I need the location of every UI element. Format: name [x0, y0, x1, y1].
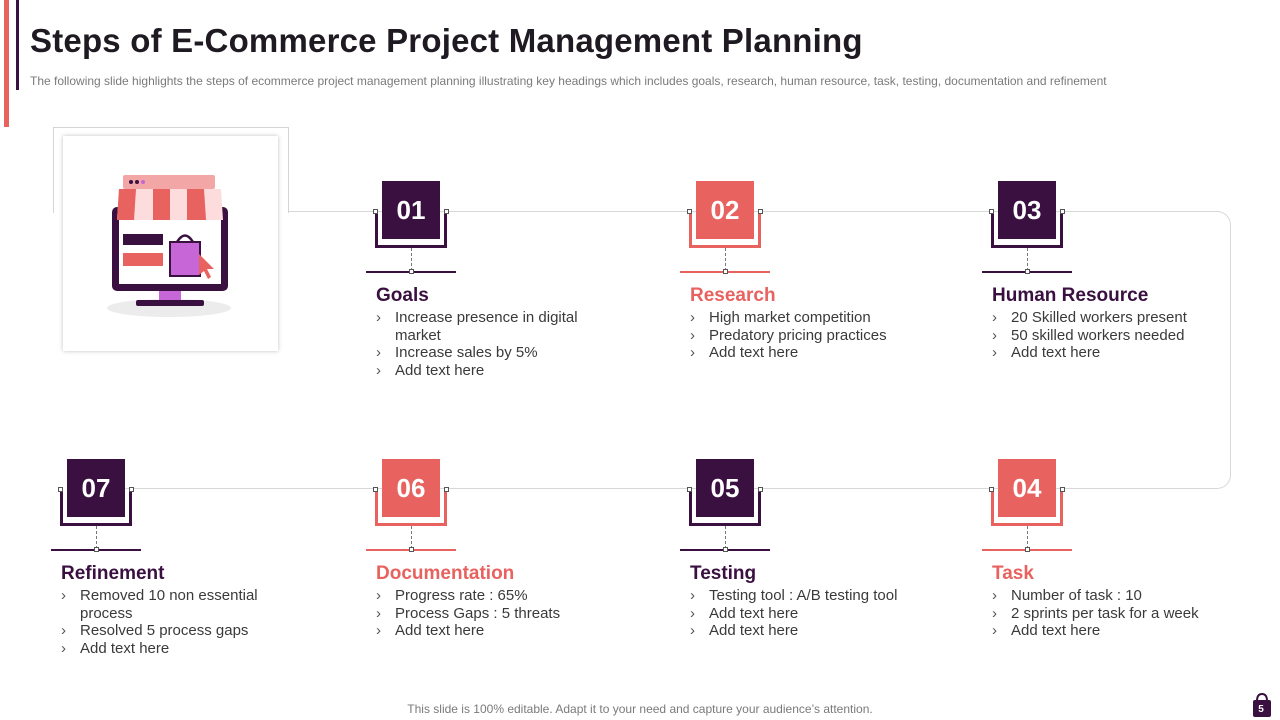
step-number: 04: [998, 459, 1056, 517]
step-number: 07: [67, 459, 125, 517]
step-bracket: [991, 489, 1063, 526]
illustration-frame: [53, 127, 289, 213]
step-testing: 05 Testing Testing tool : A/B testing to…: [680, 459, 940, 679]
connector-dot: [1025, 547, 1030, 552]
step-number: 03: [998, 181, 1056, 239]
connector-dot: [687, 487, 692, 492]
connector-dot: [723, 547, 728, 552]
connector-dot: [723, 269, 728, 274]
connector-dash: [1027, 526, 1028, 549]
step-title: Task: [992, 563, 1034, 584]
connector-dot: [758, 487, 763, 492]
shopping-bag-icon: [1253, 692, 1271, 717]
bullet-item: Process Gaps : 5 threats: [376, 605, 606, 623]
step-number: 06: [382, 459, 440, 517]
step-task: 04 Task Number of task : 10 2 sprints pe…: [982, 459, 1242, 679]
connector-dash: [96, 526, 97, 549]
bullet-item: Testing tool : A/B testing tool: [690, 587, 920, 605]
bullet-item: Predatory pricing practices: [690, 327, 920, 345]
connector-dot: [373, 209, 378, 214]
step-title: Documentation: [376, 563, 515, 584]
connector-dot: [409, 547, 414, 552]
step-title: Goals: [376, 285, 429, 306]
step-bracket: [689, 489, 761, 526]
connector-dot: [758, 209, 763, 214]
bullet-item: Add text here: [690, 344, 920, 362]
connector-dot: [687, 209, 692, 214]
step-refinement: 07 Refinement Removed 10 non essential p…: [51, 459, 311, 679]
step-bracket: [689, 211, 761, 248]
page-subtitle: The following slide highlights the steps…: [30, 74, 1107, 88]
illustration-card: [63, 136, 278, 351]
online-store-icon: [107, 175, 231, 317]
step-number: 05: [696, 459, 754, 517]
bullet-item: Add text here: [690, 622, 920, 640]
connector-dash: [411, 248, 412, 271]
step-bullets: High market competition Predatory pricin…: [690, 309, 920, 362]
step-bullets: Number of task : 10 2 sprints per task f…: [992, 587, 1222, 640]
step-title: Refinement: [61, 563, 165, 584]
connector-dot: [444, 487, 449, 492]
step-bracket: [60, 489, 132, 526]
step-title: Research: [690, 285, 776, 306]
step-bracket: [991, 211, 1063, 248]
step-research: 02 Research High market competition Pred…: [680, 181, 940, 401]
bullet-item: Add text here: [61, 640, 291, 658]
step-number: 01: [382, 181, 440, 239]
step-documentation: 06 Documentation Progress rate : 65% Pro…: [366, 459, 626, 679]
connector-dot: [1025, 269, 1030, 274]
bullet-item: Add text here: [376, 622, 606, 640]
bullet-item: Add text here: [376, 362, 606, 380]
bullet-item: Increase sales by 5%: [376, 344, 606, 362]
step-title: Human Resource: [992, 285, 1149, 306]
connector-dot: [409, 269, 414, 274]
bullet-item: Add text here: [690, 605, 920, 623]
bullet-item: 50 skilled workers needed: [992, 327, 1222, 345]
connector-dot: [989, 487, 994, 492]
step-bullets: Increase presence in digital market Incr…: [376, 309, 606, 379]
step-bullets: Testing tool : A/B testing tool Add text…: [690, 587, 920, 640]
step-goals: 01 Goals Increase presence in digital ma…: [366, 181, 626, 401]
step-number: 02: [696, 181, 754, 239]
bullet-item: Number of task : 10: [992, 587, 1222, 605]
process-track-extension: [96, 488, 290, 489]
bullet-item: Removed 10 non essential process: [61, 587, 291, 622]
accent-bar-thin: [16, 0, 19, 90]
page-number-badge: 5: [1251, 692, 1273, 718]
connector-dot: [1060, 487, 1065, 492]
connector-dot: [373, 487, 378, 492]
connector-dash: [725, 248, 726, 271]
step-bullets: Removed 10 non essential process Resolve…: [61, 587, 291, 657]
connector-dot: [94, 547, 99, 552]
connector-dash: [725, 526, 726, 549]
step-human-resource: 03 Human Resource 20 Skilled workers pre…: [982, 181, 1242, 401]
step-bracket: [375, 211, 447, 248]
connector-dot: [444, 209, 449, 214]
bullet-item: Increase presence in digital market: [376, 309, 606, 344]
connector-dash: [1027, 248, 1028, 271]
connector-dot: [129, 487, 134, 492]
connector-dot: [1060, 209, 1065, 214]
step-bracket: [375, 489, 447, 526]
connector-dash: [411, 526, 412, 549]
step-title: Testing: [690, 563, 757, 584]
connector-dot: [58, 487, 63, 492]
page-title: Steps of E-Commerce Project Management P…: [30, 22, 863, 59]
page-number: 5: [1258, 704, 1264, 715]
bullet-item: 20 Skilled workers present: [992, 309, 1222, 327]
bullet-item: Progress rate : 65%: [376, 587, 606, 605]
connector-dot: [989, 209, 994, 214]
bullet-item: Add text here: [992, 344, 1222, 362]
step-bullets: 20 Skilled workers present 50 skilled wo…: [992, 309, 1222, 362]
bullet-item: Resolved 5 process gaps: [61, 622, 291, 640]
bullet-item: 2 sprints per task for a week: [992, 605, 1222, 623]
footer-note: This slide is 100% editable. Adapt it to…: [407, 702, 873, 716]
accent-bar: [4, 0, 9, 127]
bullet-item: Add text here: [992, 622, 1222, 640]
step-bullets: Progress rate : 65% Process Gaps : 5 thr…: [376, 587, 606, 640]
bullet-item: High market competition: [690, 309, 920, 327]
